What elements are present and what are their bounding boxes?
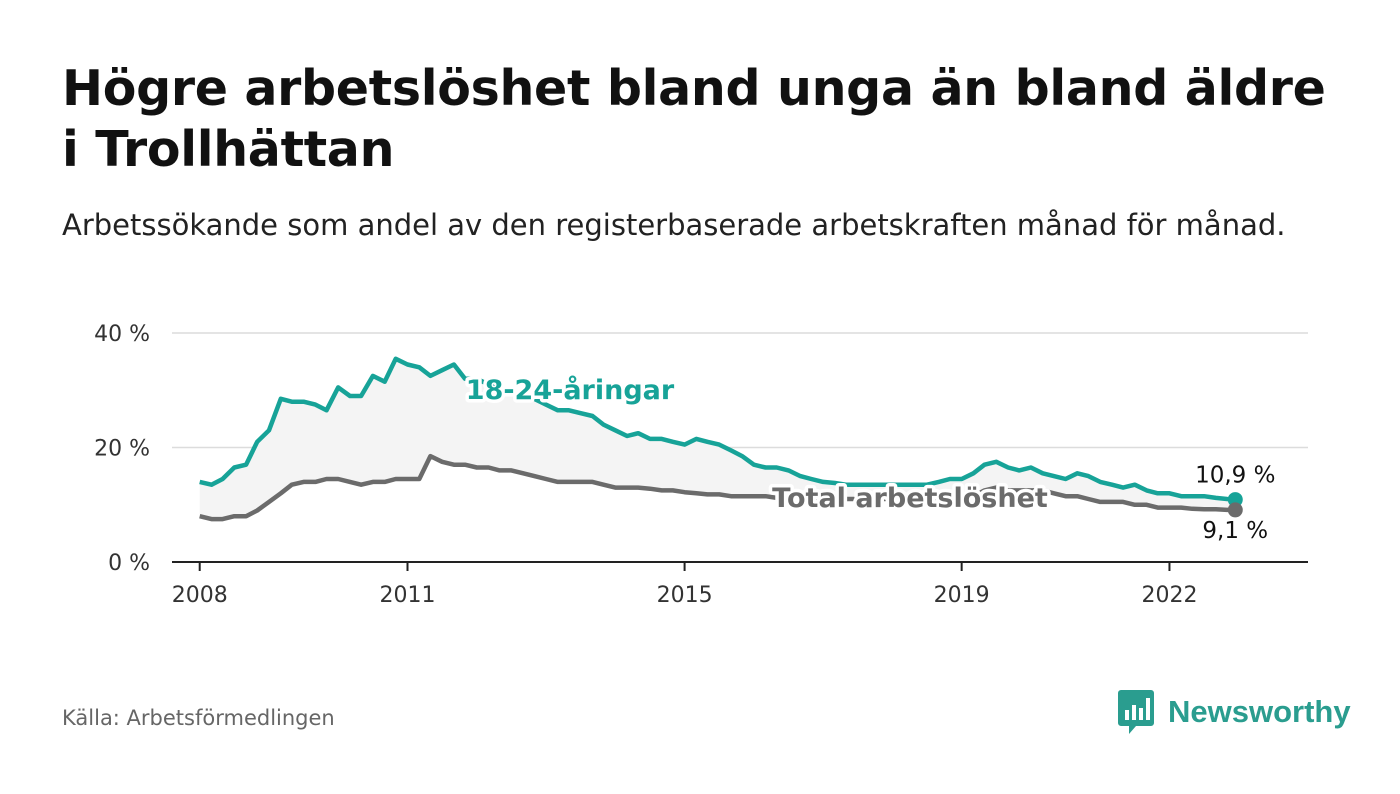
x-tick-label: 2011 (380, 583, 436, 608)
series-label-18-24: 18-24-åringar (466, 374, 675, 406)
x-tick-label: 2019 (934, 583, 990, 608)
chart-subtitle: Arbetssökande som andel av den registerb… (62, 208, 1286, 242)
y-tick-label: 20 % (94, 437, 150, 462)
series-line-18-24 (199, 356, 1236, 502)
chart-title: Högre arbetslöshet bland unga än bland ä… (62, 60, 1326, 178)
x-axis-ticks: 2008 2011 2015 2019 2022 (172, 562, 1197, 608)
x-tick-label: 2015 (657, 583, 713, 608)
brand-logo: Newsworthy (1118, 690, 1351, 734)
x-tick-label: 2022 (1141, 583, 1197, 608)
y-axis-ticks: 0 % 20 % 40 % (94, 322, 150, 576)
series-line-total (199, 453, 1236, 522)
bar-chart-icon (1118, 690, 1154, 734)
end-label-18-24: 10,9 % (1195, 463, 1275, 489)
brand-name: Newsworthy (1168, 694, 1351, 729)
gap-band (199, 358, 1236, 520)
x-tick-label: 2008 (172, 583, 228, 608)
y-tick-label: 40 % (94, 322, 150, 347)
series-label-total: Total arbetslöshet (772, 483, 1048, 514)
y-tick-label: 0 % (108, 551, 150, 576)
end-label-total: 9,1 % (1202, 518, 1268, 544)
endpoint-dot-total (1227, 502, 1243, 518)
endpoint-dot-18-24 (1227, 492, 1243, 508)
source-note: Källa: Arbetsförmedlingen (62, 706, 335, 730)
line-chart: 0 % 20 % 40 % 2008 2011 2015 2019 2022 18-24-å… (94, 322, 1308, 608)
